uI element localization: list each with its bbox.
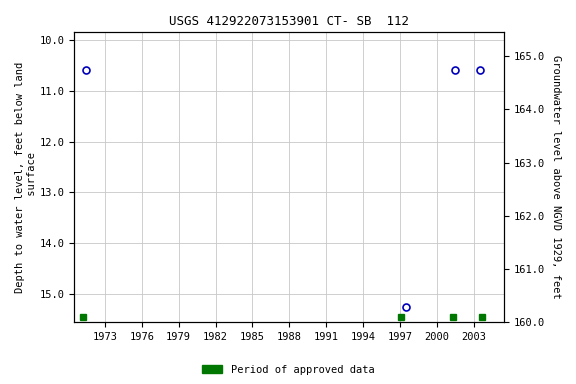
- Legend: Period of approved data: Period of approved data: [198, 361, 378, 379]
- Y-axis label: Groundwater level above NGVD 1929, feet: Groundwater level above NGVD 1929, feet: [551, 55, 561, 299]
- Title: USGS 412922073153901 CT- SB  112: USGS 412922073153901 CT- SB 112: [169, 15, 410, 28]
- Y-axis label: Depth to water level, feet below land
 surface: Depth to water level, feet below land su…: [15, 61, 37, 293]
